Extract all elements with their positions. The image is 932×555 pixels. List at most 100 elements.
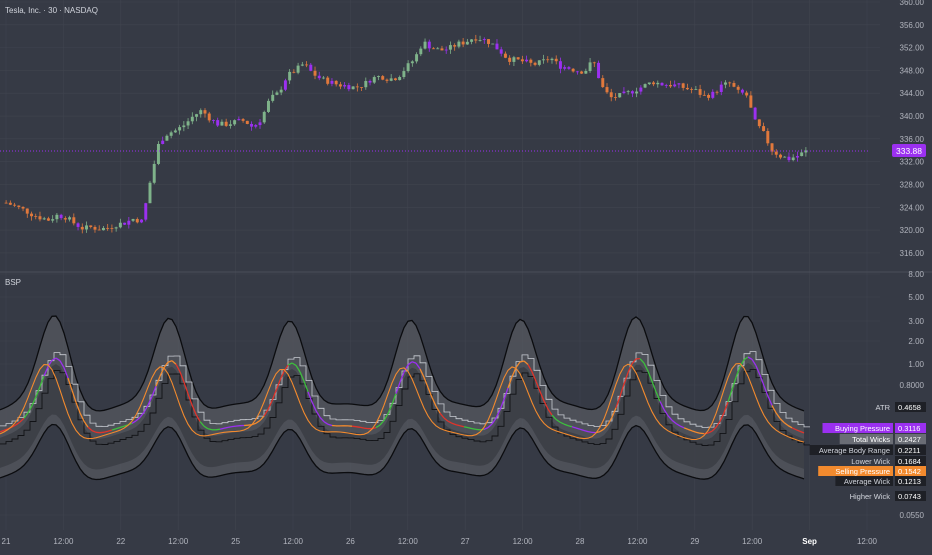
candle-body <box>68 217 71 219</box>
buying-pressure-segment <box>100 432 104 433</box>
legend-series-value: 0.1542 <box>898 467 921 476</box>
candle-body <box>98 230 101 231</box>
candle-body <box>64 218 67 219</box>
legend-series-value: 0.0743 <box>898 492 921 501</box>
legend-series-value: 0.2427 <box>898 435 921 444</box>
candle-body <box>390 78 393 80</box>
legend-series-name: Average Wick <box>844 477 890 486</box>
candle-body <box>762 126 765 131</box>
candle-body <box>229 124 232 126</box>
indicator-tick-label: 5.00 <box>908 293 924 302</box>
price-tick-label: 324.00 <box>900 203 925 212</box>
candle-body <box>102 228 105 230</box>
legend-series-name: ATR <box>876 403 891 412</box>
candle-body <box>694 89 697 90</box>
last-price-badge: 333.88 <box>892 144 926 157</box>
buying-pressure-segment <box>472 429 476 430</box>
candle-body <box>170 132 173 135</box>
candle-body <box>669 85 672 86</box>
candle-body <box>589 62 592 71</box>
indicator-tick-label: 1.00 <box>908 360 924 369</box>
candle-body <box>424 42 427 49</box>
candle-body <box>60 215 63 218</box>
candle-body <box>284 80 287 89</box>
price-tick-label: 340.00 <box>900 112 925 121</box>
candle-body <box>428 42 431 49</box>
candle-body <box>732 83 735 87</box>
candle-body <box>165 136 168 141</box>
candle-body <box>563 67 566 69</box>
candle-body <box>275 92 278 94</box>
candle-body <box>149 183 152 203</box>
candle-body <box>758 119 761 126</box>
candle-body <box>673 84 676 86</box>
candle-body <box>703 95 706 96</box>
legend-series-value: 0.1684 <box>898 457 921 466</box>
candle-body <box>140 220 143 223</box>
candle-body <box>174 130 177 132</box>
candle-body <box>690 89 693 90</box>
candle-body <box>246 121 249 124</box>
candle-body <box>593 62 596 63</box>
candle-body <box>529 60 532 63</box>
candle-body <box>567 67 570 69</box>
candle-body <box>741 90 744 93</box>
candle-body <box>644 84 647 87</box>
candle-body <box>5 203 8 204</box>
candle-body <box>771 143 774 151</box>
candle-body <box>309 65 312 71</box>
candle-body <box>800 152 803 156</box>
candle-body <box>267 101 270 112</box>
candle-body <box>745 93 748 96</box>
candle-body <box>783 157 786 158</box>
candle-body <box>754 108 757 120</box>
candle-body <box>187 121 190 125</box>
candle-body <box>631 91 634 93</box>
candle-body <box>242 119 245 121</box>
symbol-title[interactable]: Tesla, Inc. · 30 · NASDAQ <box>5 6 98 15</box>
candle-body <box>622 92 625 93</box>
candle-body <box>610 92 613 97</box>
candle-body <box>436 48 439 49</box>
candle-body <box>440 48 443 50</box>
indicator-title[interactable]: BSP <box>5 278 21 287</box>
candle-body <box>635 92 638 94</box>
candle-body <box>204 110 207 113</box>
candle-body <box>580 72 583 74</box>
candle-body <box>115 227 118 228</box>
candle-body <box>542 59 545 60</box>
time-tick-label: 28 <box>576 537 585 546</box>
candle-body <box>280 90 283 93</box>
candle-body <box>263 112 266 122</box>
buying-pressure-segment <box>356 427 360 428</box>
candle-body <box>322 78 325 79</box>
candle-body <box>356 86 359 87</box>
candle-body <box>546 59 549 60</box>
candle-body <box>127 221 130 225</box>
candle-body <box>766 131 769 143</box>
price-tick-label: 360.00 <box>900 0 925 7</box>
candle-body <box>233 120 236 124</box>
time-tick-label: 12:00 <box>53 537 74 546</box>
price-tick-label: 332.00 <box>900 158 925 167</box>
candle-body <box>521 59 524 61</box>
candle-body <box>34 216 37 217</box>
candle-body <box>85 225 88 229</box>
candle-body <box>517 57 520 59</box>
candle-body <box>9 203 12 205</box>
legend-series-value: 0.2211 <box>898 446 920 455</box>
candle-body <box>360 87 363 88</box>
candle-body <box>43 218 46 219</box>
buying-pressure-segment <box>464 427 468 428</box>
candle-body <box>466 42 469 45</box>
candle-body <box>377 76 380 77</box>
buying-pressure-segment <box>232 426 236 427</box>
candle-body <box>271 95 274 101</box>
candle-body <box>711 92 714 98</box>
price-tick-label: 328.00 <box>900 180 925 189</box>
candle-body <box>614 97 617 98</box>
time-tick-label: 26 <box>346 537 355 546</box>
time-tick-label: 12:00 <box>283 537 304 546</box>
legend-series-value: 0.4658 <box>898 403 921 412</box>
